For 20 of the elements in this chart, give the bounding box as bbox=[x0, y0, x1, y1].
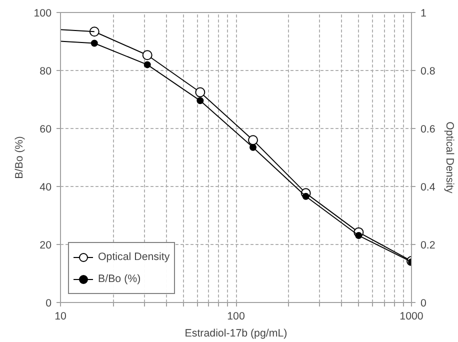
x-tick-label: 1000 bbox=[400, 310, 424, 322]
y2-tick-label: 0 bbox=[420, 298, 426, 310]
y2-tick-label: 0.8 bbox=[420, 66, 436, 78]
y-tick-label: 20 bbox=[40, 240, 52, 252]
legend-label: B/Bo (%) bbox=[98, 273, 141, 285]
y-tick-label: 60 bbox=[40, 124, 52, 136]
y-tick-label: 0 bbox=[46, 298, 52, 310]
y2-axis-title: Optical Density bbox=[443, 122, 456, 194]
y2-tick-label: 0.4 bbox=[420, 182, 436, 194]
x-tick-label: 100 bbox=[227, 310, 245, 322]
x-axis-title: Estradiol-17b (pg/mL) bbox=[184, 328, 288, 340]
y-axis-title: B/Bo (%) bbox=[14, 136, 26, 179]
y-tick-label: 40 bbox=[40, 182, 52, 194]
y2-tick-label: 1 bbox=[420, 8, 426, 20]
x-tick-label: 10 bbox=[54, 310, 66, 322]
y2-tick-label: 0.6 bbox=[420, 124, 436, 136]
y-tick-label: 100 bbox=[34, 8, 52, 20]
legend-label: Optical Density bbox=[98, 251, 170, 263]
y-tick-label: 80 bbox=[40, 66, 52, 78]
y2-tick-label: 0.2 bbox=[420, 240, 436, 252]
